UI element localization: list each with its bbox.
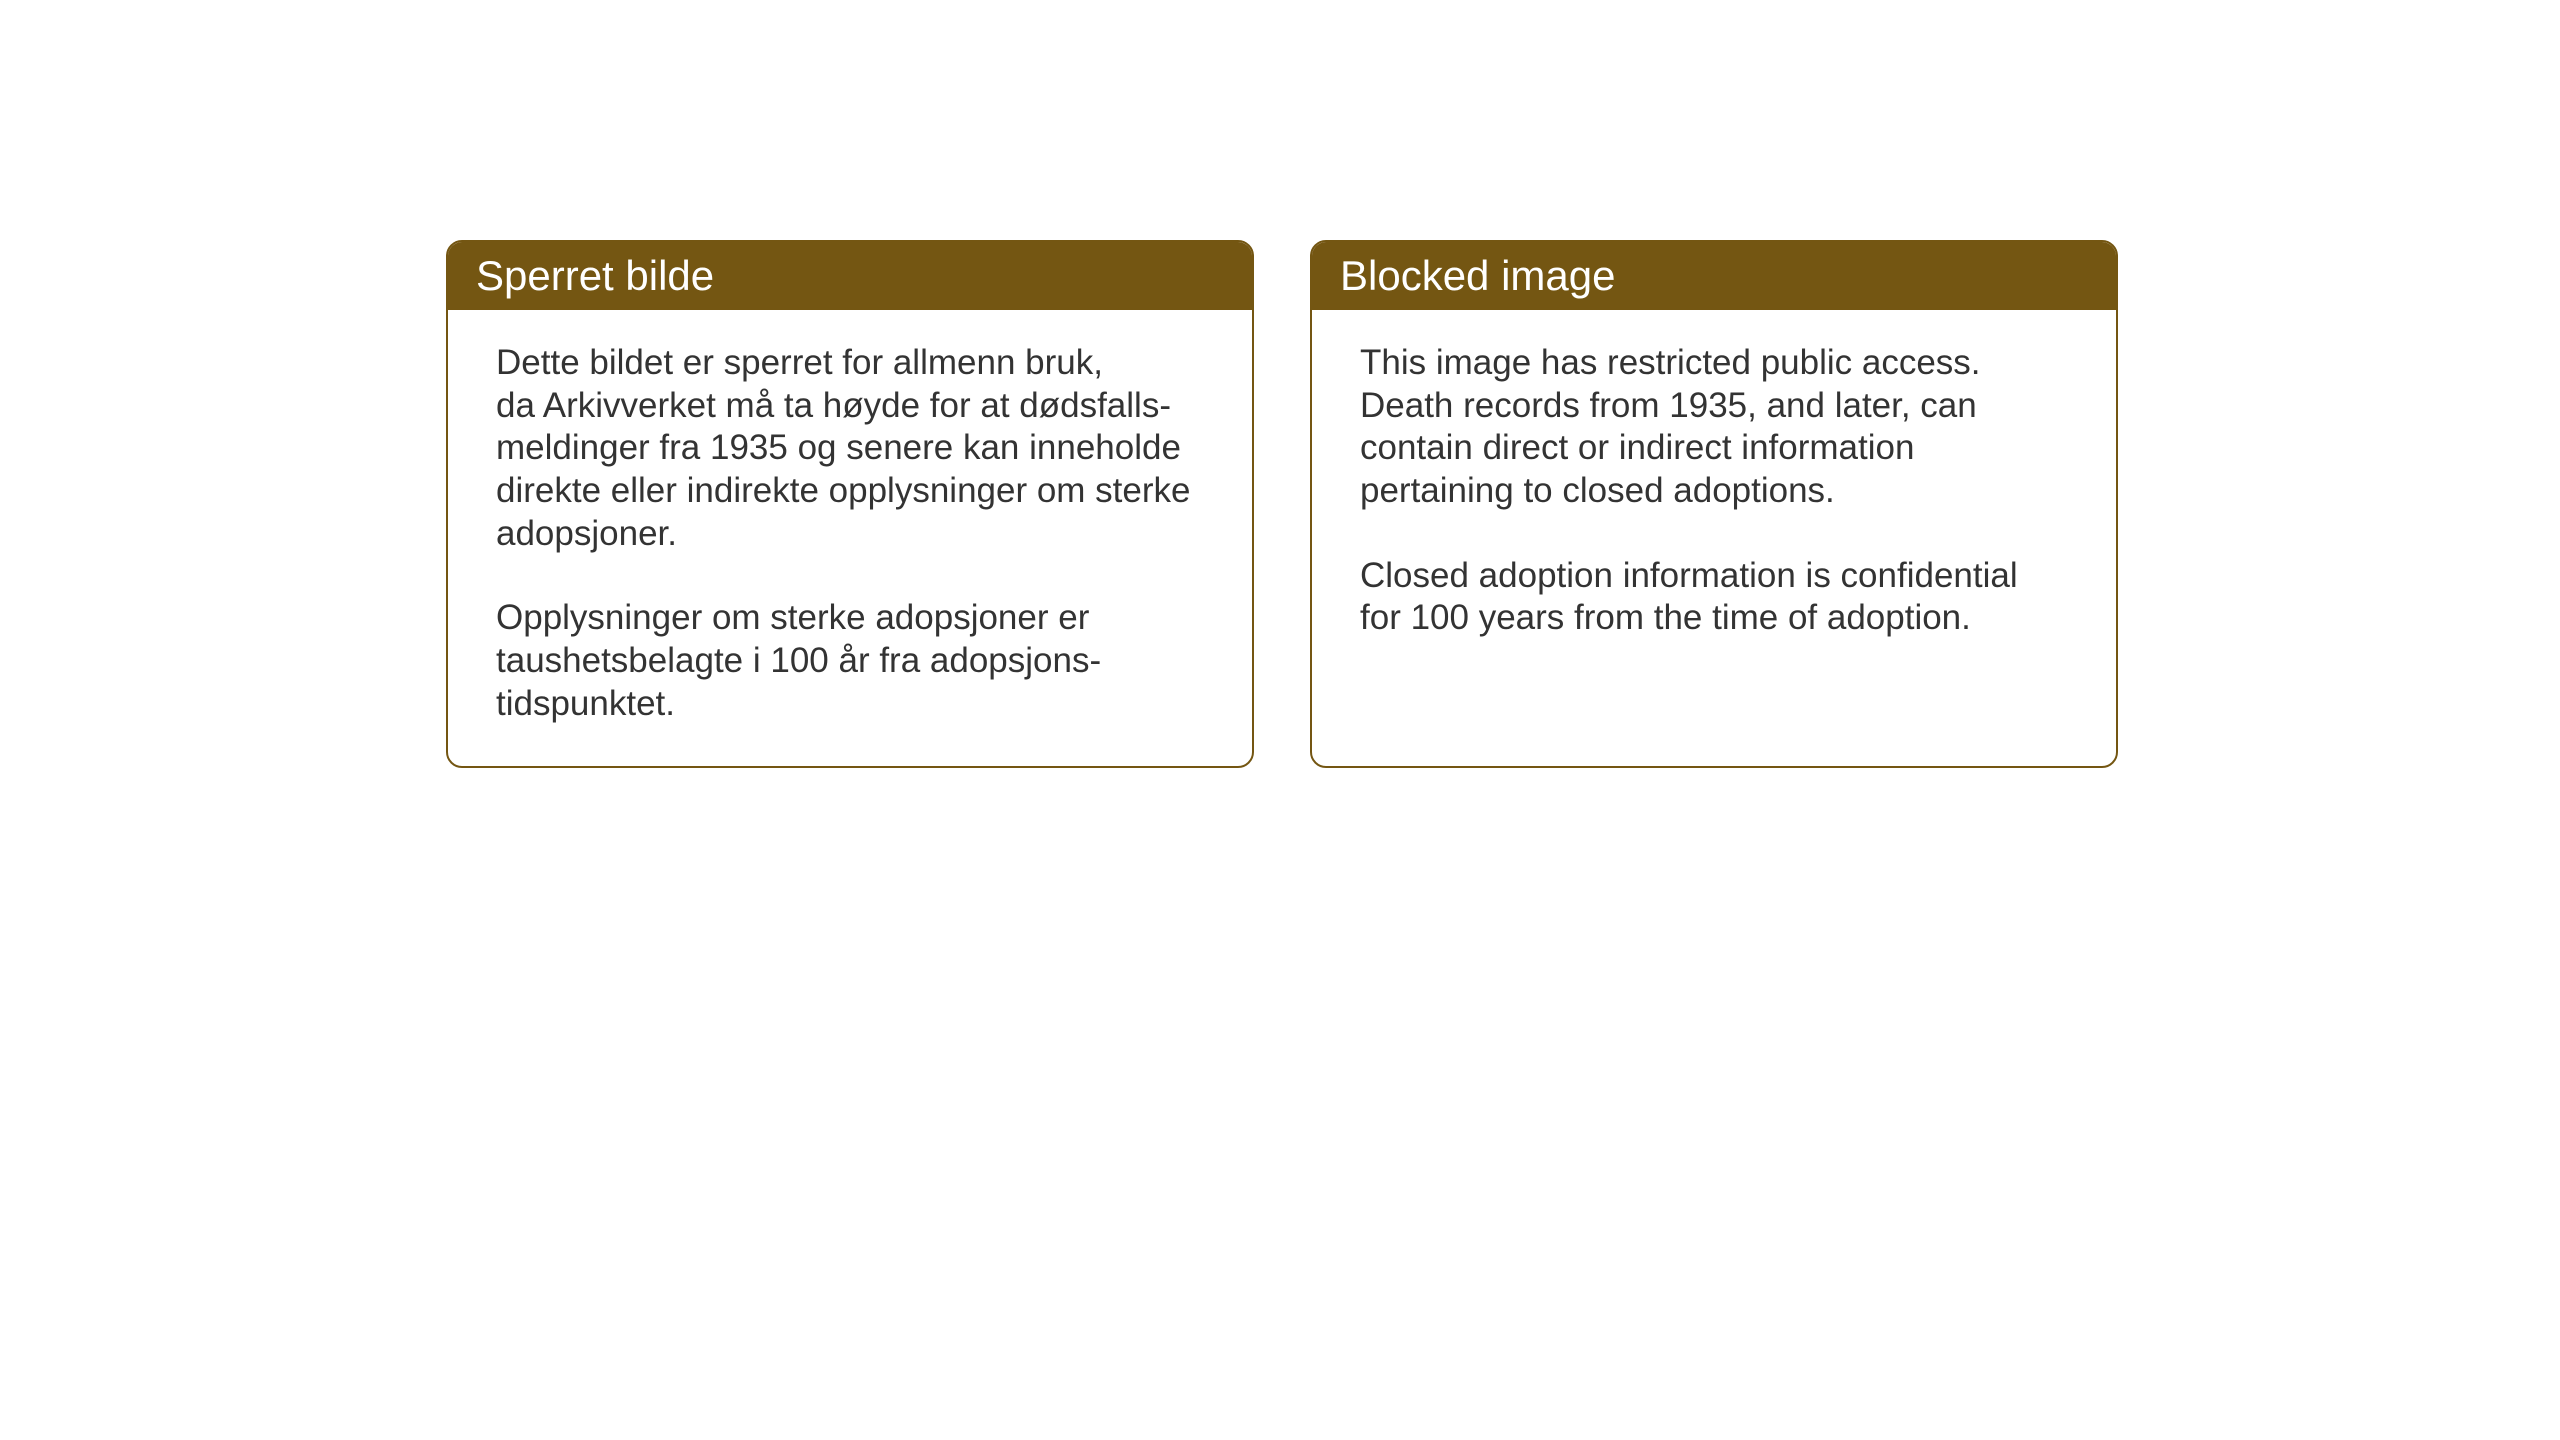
- english-paragraph-1: This image has restricted public access.…: [1360, 342, 2068, 513]
- text-line: direkte eller indirekte opplysninger om …: [496, 471, 1191, 510]
- text-line: for 100 years from the time of adoption.: [1360, 598, 1971, 637]
- text-line: Closed adoption information is confident…: [1360, 556, 2018, 595]
- norwegian-notice-card: Sperret bilde Dette bildet er sperret fo…: [446, 240, 1254, 768]
- norwegian-paragraph-2: Opplysninger om sterke adopsjoner er tau…: [496, 597, 1204, 725]
- english-card-body: This image has restricted public access.…: [1312, 310, 2116, 680]
- text-line: This image has restricted public access.: [1360, 343, 1981, 382]
- norwegian-paragraph-1: Dette bildet er sperret for allmenn bruk…: [496, 342, 1204, 555]
- text-line: Dette bildet er sperret for allmenn bruk…: [496, 343, 1103, 382]
- text-line: contain direct or indirect information: [1360, 428, 1914, 467]
- english-paragraph-2: Closed adoption information is confident…: [1360, 555, 2068, 640]
- text-line: Opplysninger om sterke adopsjoner er: [496, 598, 1089, 637]
- notice-container: Sperret bilde Dette bildet er sperret fo…: [446, 240, 2118, 768]
- english-notice-card: Blocked image This image has restricted …: [1310, 240, 2118, 768]
- text-line: pertaining to closed adoptions.: [1360, 471, 1835, 510]
- english-card-title: Blocked image: [1312, 242, 2116, 310]
- text-line: Death records from 1935, and later, can: [1360, 386, 1977, 425]
- text-line: meldinger fra 1935 og senere kan innehol…: [496, 428, 1181, 467]
- text-line: adopsjoner.: [496, 514, 677, 553]
- text-line: tidspunktet.: [496, 684, 675, 723]
- norwegian-card-title: Sperret bilde: [448, 242, 1252, 310]
- text-line: da Arkivverket må ta høyde for at dødsfa…: [496, 386, 1171, 425]
- norwegian-card-body: Dette bildet er sperret for allmenn bruk…: [448, 310, 1252, 766]
- text-line: taushetsbelagte i 100 år fra adopsjons-: [496, 641, 1101, 680]
